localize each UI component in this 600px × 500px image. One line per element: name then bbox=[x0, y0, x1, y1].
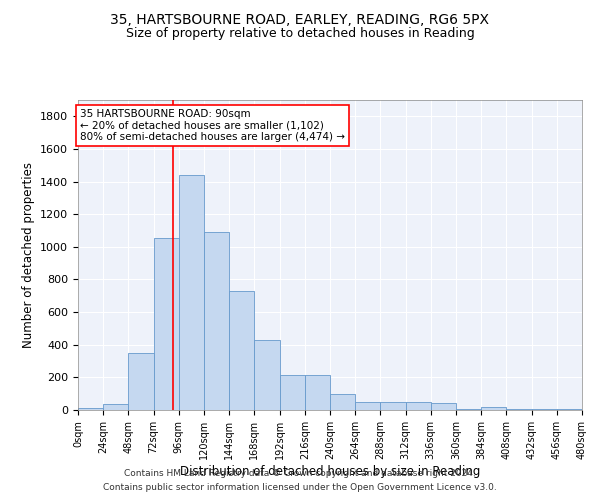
Text: 35 HARTSBOURNE ROAD: 90sqm
← 20% of detached houses are smaller (1,102)
80% of s: 35 HARTSBOURNE ROAD: 90sqm ← 20% of deta… bbox=[80, 109, 345, 142]
Bar bbox=[406, 402, 431, 410]
Bar bbox=[254, 340, 280, 410]
Bar bbox=[506, 409, 532, 410]
Bar bbox=[355, 402, 380, 410]
Bar bbox=[78, 408, 103, 410]
Bar bbox=[128, 353, 154, 410]
Bar bbox=[229, 291, 254, 410]
Bar bbox=[280, 375, 305, 410]
Y-axis label: Number of detached properties: Number of detached properties bbox=[22, 162, 35, 348]
Bar bbox=[330, 394, 355, 410]
Bar bbox=[481, 406, 506, 410]
Text: Contains HM Land Registry data © Crown copyright and database right 2024.: Contains HM Land Registry data © Crown c… bbox=[124, 468, 476, 477]
Bar bbox=[380, 402, 406, 410]
Bar bbox=[532, 409, 557, 410]
Bar bbox=[204, 232, 229, 410]
Bar bbox=[305, 375, 330, 410]
Bar bbox=[456, 409, 481, 410]
Text: 35, HARTSBOURNE ROAD, EARLEY, READING, RG6 5PX: 35, HARTSBOURNE ROAD, EARLEY, READING, R… bbox=[110, 12, 490, 26]
Bar bbox=[103, 404, 128, 410]
Text: Size of property relative to detached houses in Reading: Size of property relative to detached ho… bbox=[125, 28, 475, 40]
X-axis label: Distribution of detached houses by size in Reading: Distribution of detached houses by size … bbox=[180, 464, 480, 477]
Bar bbox=[154, 238, 179, 410]
Bar bbox=[179, 175, 204, 410]
Text: Contains public sector information licensed under the Open Government Licence v3: Contains public sector information licen… bbox=[103, 484, 497, 492]
Bar bbox=[431, 404, 456, 410]
Bar bbox=[557, 409, 582, 410]
